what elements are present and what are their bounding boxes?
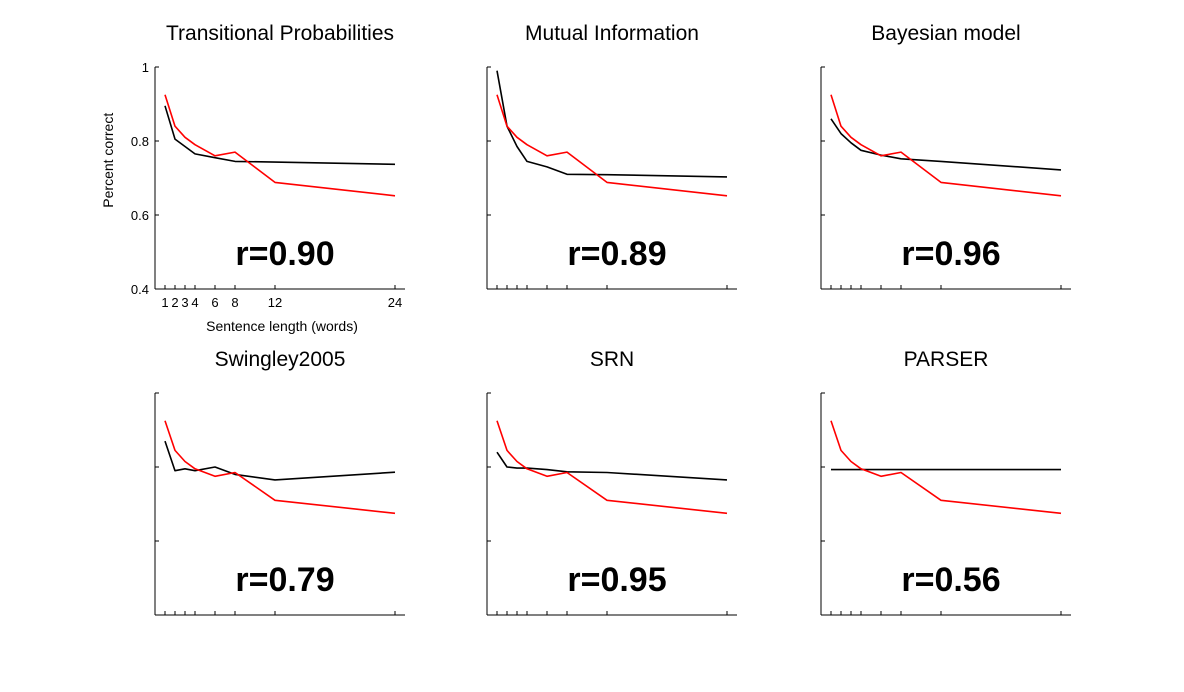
series-line-1 — [164, 105, 396, 166]
y-tick-label: 0.4 — [131, 282, 149, 297]
x-tick-label: 4 — [191, 295, 198, 310]
series-line-1 — [830, 118, 1062, 171]
y-tick-label: 1 — [142, 60, 149, 75]
correlation-label: r=0.79 — [235, 561, 334, 599]
correlation-label: r=0.90 — [235, 235, 334, 273]
panel-title: SRN — [590, 348, 634, 371]
correlation-label: r=0.95 — [567, 561, 666, 599]
chart-panel-6: PARSER r=0.56 — [820, 348, 1071, 616]
panel-title: Mutual Information — [525, 22, 699, 45]
correlation-label: r=0.96 — [901, 235, 1000, 273]
panel-title: PARSER — [904, 348, 989, 371]
x-tick-label: 1 — [161, 295, 168, 310]
panel-title: Bayesian model — [871, 22, 1020, 45]
x-axis-label: Sentence length (words) — [206, 318, 358, 334]
panel-title: Transitional Probabilities — [166, 22, 394, 45]
y-tick-label: 0.8 — [131, 134, 149, 149]
series-line-2 — [496, 420, 728, 515]
x-tick-label: 3 — [181, 295, 188, 310]
panel-title: Swingley2005 — [215, 348, 346, 371]
y-tick-label: 0.6 — [131, 208, 149, 223]
series-line-2 — [496, 94, 728, 197]
x-tick-label: 12 — [268, 295, 282, 310]
chart-panel-4: Swingley2005 r=0.79 — [154, 348, 405, 616]
correlation-label: r=0.89 — [567, 235, 666, 273]
x-tick-label: 6 — [211, 295, 218, 310]
chart-panel-3: Bayesian model r=0.96 — [820, 22, 1071, 290]
chart-panel-2: Mutual Information r=0.89 — [486, 22, 737, 290]
series-line-1 — [496, 451, 728, 481]
correlation-label: r=0.56 — [901, 561, 1000, 599]
series-line-1 — [164, 440, 396, 481]
x-tick-label: 2 — [171, 295, 178, 310]
series-line-2 — [830, 420, 1062, 515]
series-line-2 — [164, 94, 396, 197]
y-axis-label: Percent correct — [100, 113, 116, 208]
series-line-2 — [164, 420, 396, 515]
x-tick-label: 24 — [388, 295, 402, 310]
chart-panel-5: SRN r=0.95 — [486, 348, 737, 616]
series-line-1 — [496, 70, 728, 178]
series-line-2 — [830, 94, 1062, 197]
x-tick-label: 8 — [231, 295, 238, 310]
